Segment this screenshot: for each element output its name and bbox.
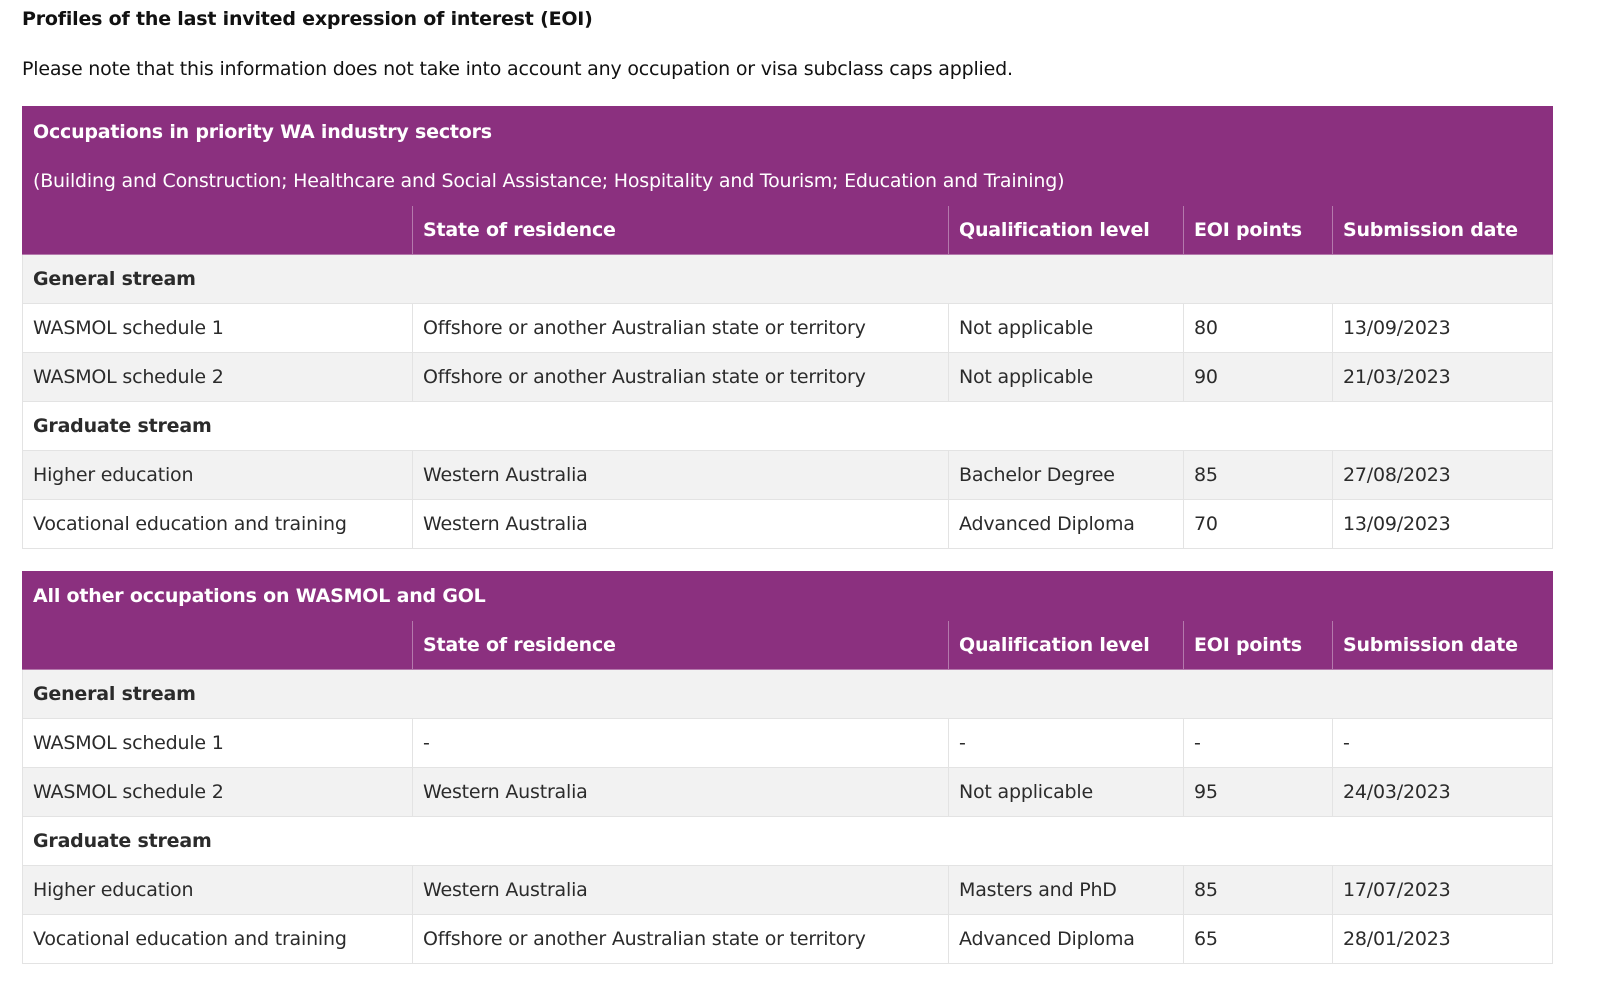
page-title: Profiles of the last invited expression … bbox=[22, 8, 593, 30]
table-title-row: All other occupations on WASMOL and GOL bbox=[22, 571, 1553, 621]
column-header-row: State of residence Qualification level E… bbox=[22, 620, 1553, 670]
cell-qualification: Advanced Diploma bbox=[948, 914, 1184, 964]
cell-state: Western Australia bbox=[412, 450, 949, 500]
cell-date: 24/03/2023 bbox=[1332, 767, 1553, 817]
cell-points: - bbox=[1183, 718, 1333, 768]
cell-state: Offshore or another Australian state or … bbox=[412, 352, 949, 402]
column-header-state: State of residence bbox=[412, 205, 949, 255]
cell-state: Western Australia bbox=[412, 499, 949, 549]
cell-occupation: WASMOL schedule 1 bbox=[22, 718, 413, 768]
priority-sectors-table: Occupations in priority WA industry sect… bbox=[21, 106, 1554, 549]
column-header-points: EOI points bbox=[1183, 620, 1333, 670]
stream-label: Graduate stream bbox=[21, 401, 1554, 451]
stream-label: General stream bbox=[21, 254, 1554, 304]
cell-state: Offshore or another Australian state or … bbox=[412, 303, 949, 353]
column-header-qualification: Qualification level bbox=[948, 620, 1184, 670]
column-header-date: Submission date bbox=[1331, 205, 1554, 255]
cell-points: 80 bbox=[1183, 303, 1333, 353]
page-note: Please note that this information does n… bbox=[22, 58, 1013, 80]
column-header-state: State of residence bbox=[412, 620, 949, 670]
cell-points: 85 bbox=[1183, 865, 1333, 915]
cell-state: Offshore or another Australian state or … bbox=[412, 914, 949, 964]
table-row: Higher education Western Australia Maste… bbox=[22, 865, 1553, 915]
cell-qualification: Bachelor Degree bbox=[948, 450, 1184, 500]
cell-occupation: Higher education bbox=[22, 865, 413, 915]
table-subtitle: (Building and Construction; Healthcare a… bbox=[21, 156, 1554, 206]
cell-qualification: - bbox=[948, 718, 1184, 768]
cell-occupation: WASMOL schedule 2 bbox=[22, 767, 413, 817]
cell-occupation: Higher education bbox=[22, 450, 413, 500]
stream-row: Graduate stream bbox=[21, 401, 1554, 451]
column-header-date: Submission date bbox=[1332, 620, 1553, 670]
table-subtitle-row: (Building and Construction; Healthcare a… bbox=[21, 156, 1554, 206]
cell-occupation: Vocational education and training bbox=[22, 499, 413, 549]
cell-points: 95 bbox=[1183, 767, 1333, 817]
cell-points: 90 bbox=[1183, 352, 1333, 402]
cell-qualification: Masters and PhD bbox=[948, 865, 1184, 915]
cell-date: 13/09/2023 bbox=[1331, 499, 1554, 549]
cell-state: Western Australia bbox=[412, 865, 949, 915]
cell-qualification: Not applicable bbox=[948, 303, 1184, 353]
cell-points: 85 bbox=[1183, 450, 1333, 500]
table-row: Higher education Western Australia Bache… bbox=[22, 450, 1554, 500]
cell-qualification: Not applicable bbox=[948, 767, 1184, 817]
stream-label: General stream bbox=[22, 669, 1553, 719]
table-row: WASMOL schedule 2 Western Australia Not … bbox=[22, 767, 1553, 817]
stream-row: Graduate stream bbox=[22, 816, 1553, 866]
cell-date: 17/07/2023 bbox=[1332, 865, 1553, 915]
stream-row: General stream bbox=[21, 254, 1554, 304]
cell-points: 70 bbox=[1183, 499, 1333, 549]
cell-date: - bbox=[1332, 718, 1553, 768]
stream-row: General stream bbox=[22, 669, 1553, 719]
stream-label: Graduate stream bbox=[22, 816, 1553, 866]
table-row: WASMOL schedule 1 - - - - bbox=[22, 718, 1553, 768]
column-header-occupation bbox=[22, 620, 413, 670]
cell-date: 21/03/2023 bbox=[1331, 352, 1554, 402]
column-header-qualification: Qualification level bbox=[948, 205, 1184, 255]
column-header-row: State of residence Qualification level E… bbox=[22, 205, 1554, 255]
table-row: WASMOL schedule 2 Offshore or another Au… bbox=[22, 352, 1554, 402]
cell-state: Western Australia bbox=[412, 767, 949, 817]
table-title-row: Occupations in priority WA industry sect… bbox=[21, 106, 1554, 157]
cell-date: 13/09/2023 bbox=[1331, 303, 1554, 353]
column-header-points: EOI points bbox=[1183, 205, 1333, 255]
cell-occupation: Vocational education and training bbox=[22, 914, 413, 964]
table-row: Vocational education and training Wester… bbox=[22, 499, 1554, 549]
cell-occupation: WASMOL schedule 1 bbox=[22, 303, 413, 353]
cell-state: - bbox=[412, 718, 949, 768]
table-row: WASMOL schedule 1 Offshore or another Au… bbox=[22, 303, 1554, 353]
table-row: Vocational education and training Offsho… bbox=[22, 914, 1553, 964]
cell-occupation: WASMOL schedule 2 bbox=[22, 352, 413, 402]
table-title: All other occupations on WASMOL and GOL bbox=[22, 571, 1553, 621]
cell-qualification: Advanced Diploma bbox=[948, 499, 1184, 549]
cell-qualification: Not applicable bbox=[948, 352, 1184, 402]
column-header-occupation bbox=[22, 205, 413, 255]
cell-date: 27/08/2023 bbox=[1331, 450, 1554, 500]
other-occupations-table: All other occupations on WASMOL and GOL … bbox=[22, 571, 1553, 964]
table-title: Occupations in priority WA industry sect… bbox=[21, 106, 1554, 157]
cell-date: 28/01/2023 bbox=[1332, 914, 1553, 964]
cell-points: 65 bbox=[1183, 914, 1333, 964]
